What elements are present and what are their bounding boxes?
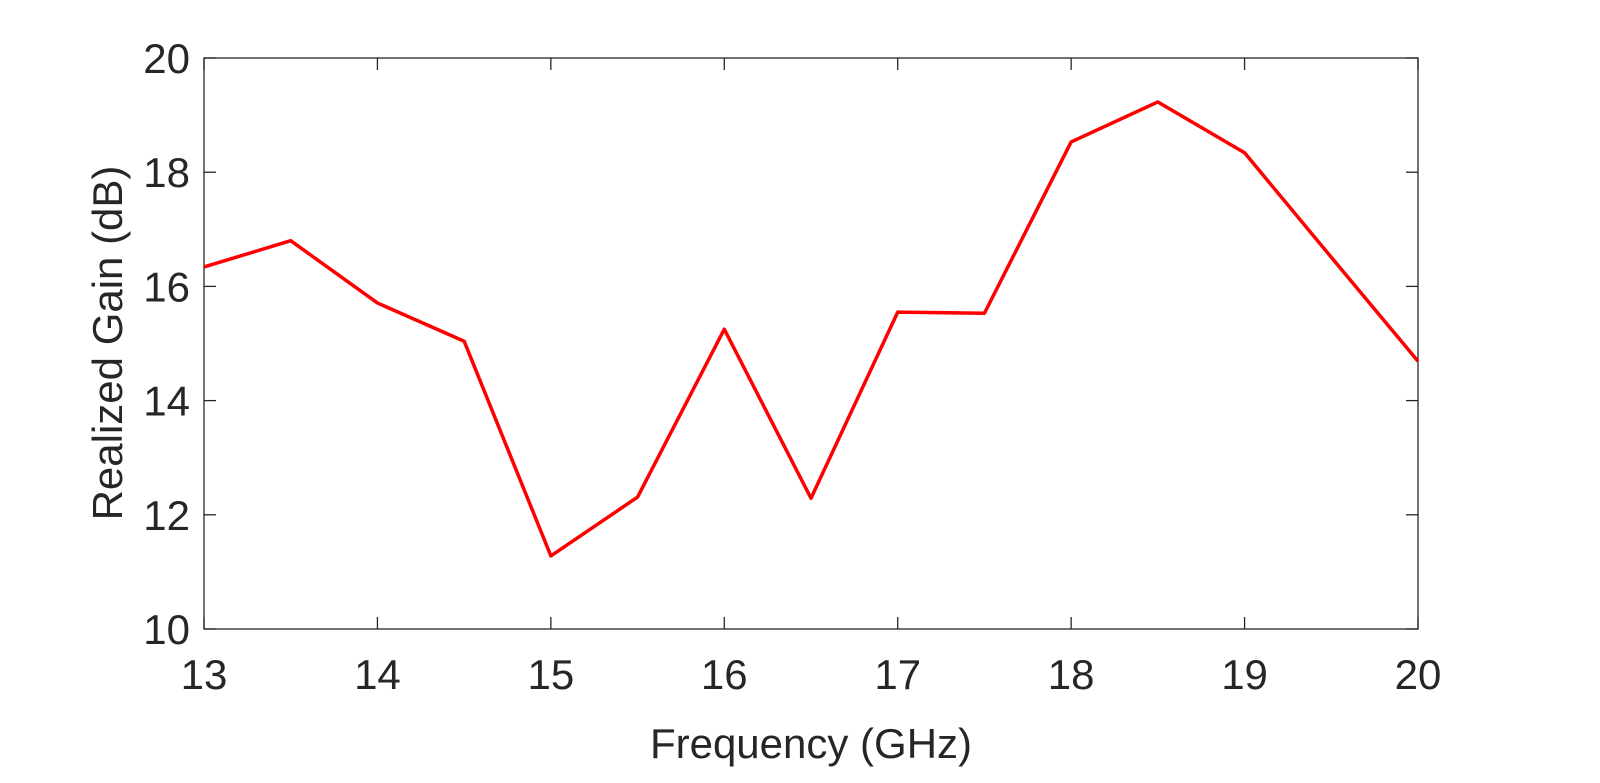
- x-tick-label: 16: [701, 651, 748, 698]
- x-tick-label: 13: [181, 651, 228, 698]
- y-tick-label: 16: [143, 263, 190, 310]
- x-axis-label: Frequency (GHz): [650, 720, 972, 767]
- y-axis-label: Realized Gain (dB): [84, 166, 131, 521]
- x-tick-label: 15: [527, 651, 574, 698]
- x-tick-label: 20: [1395, 651, 1442, 698]
- x-tick-label: 17: [874, 651, 921, 698]
- y-tick-label: 20: [143, 35, 190, 82]
- y-tick-label: 18: [143, 149, 190, 196]
- y-tick-label: 12: [143, 492, 190, 539]
- data-line: [203, 100, 1420, 558]
- plot-area: [203, 57, 1419, 630]
- x-tick-label: 18: [1048, 651, 1095, 698]
- y-tick-label: 10: [143, 606, 190, 653]
- x-tick-label: 19: [1221, 651, 1268, 698]
- y-tick-label: 14: [143, 378, 190, 425]
- x-tick-label: 14: [354, 651, 401, 698]
